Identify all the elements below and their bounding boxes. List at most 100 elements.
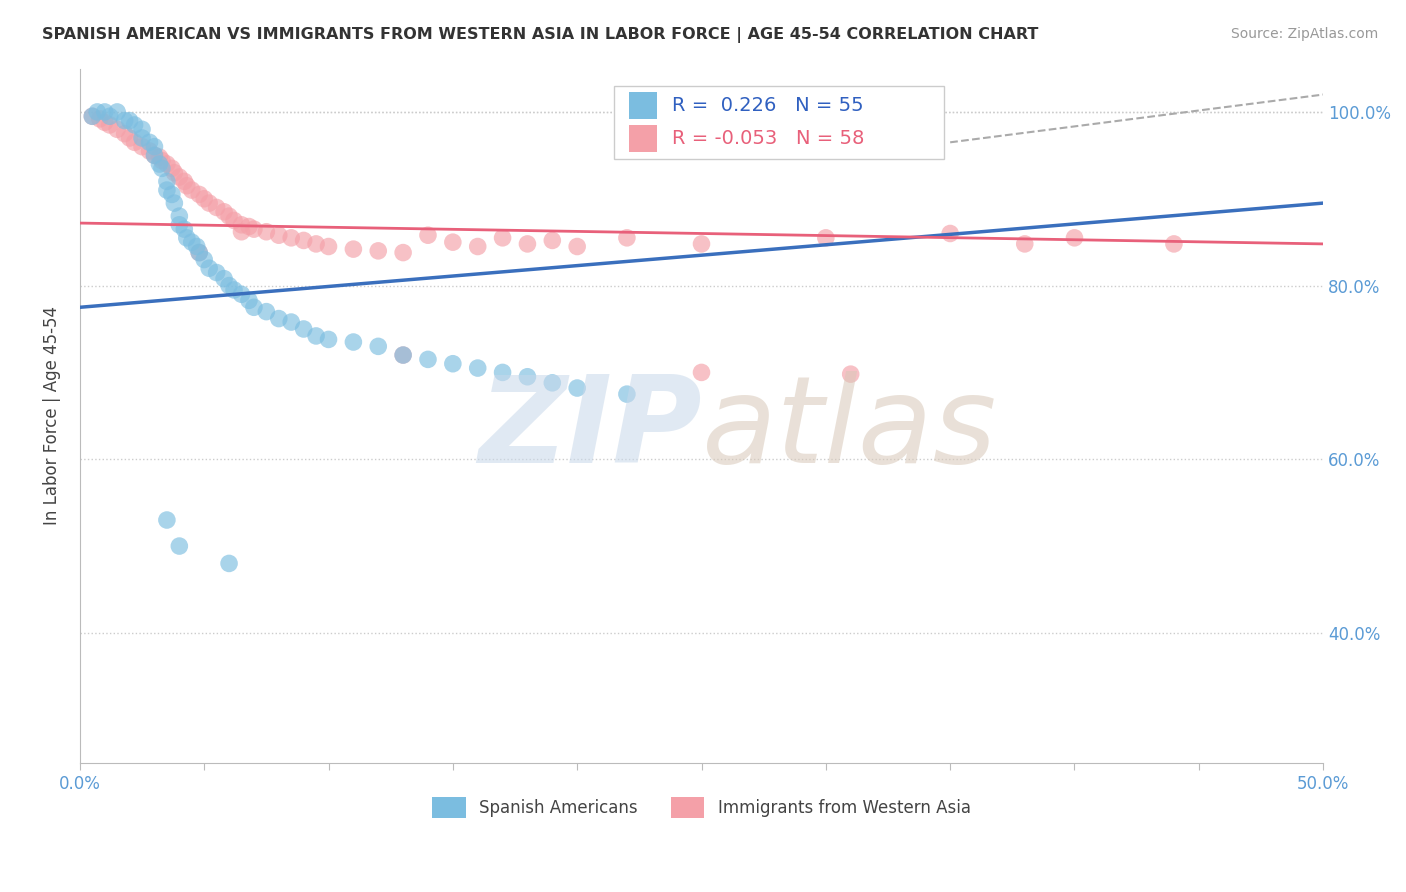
Point [342, 242, 364, 256]
Point [105, 122, 128, 136]
Point [186, 239, 208, 253]
Point [131, 122, 153, 136]
Point [180, 235, 202, 249]
Point [148, 150, 170, 164]
Point [143, 148, 166, 162]
Point [118, 131, 141, 145]
Point [690, 236, 713, 251]
Point [156, 174, 179, 188]
Point [193, 252, 215, 267]
Point [163, 196, 186, 211]
Text: R = -0.053   N = 58: R = -0.053 N = 58 [672, 129, 865, 148]
Point [156, 183, 179, 197]
Point [114, 113, 136, 128]
Point [82, 109, 104, 123]
Point [567, 381, 589, 395]
Point [198, 261, 221, 276]
Point [169, 209, 191, 223]
Point [231, 218, 253, 232]
Point [188, 245, 211, 260]
Point [467, 239, 489, 253]
Point [150, 153, 173, 168]
Point [169, 169, 191, 184]
Point [124, 136, 146, 150]
Point [93, 115, 115, 129]
Point [98, 109, 121, 123]
Point [93, 104, 115, 119]
Point [176, 178, 198, 193]
Point [150, 161, 173, 176]
Point [616, 231, 638, 245]
Point [188, 187, 211, 202]
Point [814, 231, 837, 245]
Point [163, 166, 186, 180]
Text: atlas: atlas [702, 371, 997, 488]
Point [516, 236, 538, 251]
Point [218, 557, 240, 571]
Text: R =  0.226   N = 55: R = 0.226 N = 55 [672, 95, 863, 115]
Point [1014, 236, 1036, 251]
Point [193, 192, 215, 206]
Point [367, 339, 389, 353]
Point [89, 112, 111, 126]
Point [222, 213, 245, 227]
Point [243, 300, 266, 314]
Text: Source: ZipAtlas.com: Source: ZipAtlas.com [1230, 27, 1378, 41]
Legend: Spanish Americans, Immigrants from Western Asia: Spanish Americans, Immigrants from Weste… [426, 790, 977, 824]
Point [567, 239, 589, 253]
Point [367, 244, 389, 258]
Point [280, 231, 302, 245]
Point [243, 222, 266, 236]
Point [441, 235, 464, 249]
Point [467, 361, 489, 376]
Point [173, 222, 195, 236]
Point [86, 104, 108, 119]
Point [231, 225, 253, 239]
Point [254, 225, 277, 239]
Point [342, 334, 364, 349]
Point [118, 113, 141, 128]
Text: SPANISH AMERICAN VS IMMIGRANTS FROM WESTERN ASIA IN LABOR FORCE | AGE 45-54 CORR: SPANISH AMERICAN VS IMMIGRANTS FROM WEST… [42, 27, 1039, 43]
Point [143, 148, 166, 162]
Point [839, 367, 862, 381]
Point [305, 236, 328, 251]
Point [131, 139, 153, 153]
Point [176, 231, 198, 245]
Point [491, 231, 513, 245]
Point [318, 333, 340, 347]
Point [212, 271, 235, 285]
Point [198, 196, 221, 211]
Point [541, 376, 564, 390]
Point [516, 369, 538, 384]
Point [188, 245, 211, 260]
Point [441, 357, 464, 371]
Point [205, 201, 228, 215]
Point [392, 348, 415, 362]
Point [238, 219, 260, 234]
Point [105, 104, 128, 119]
Point [392, 245, 415, 260]
Point [305, 329, 328, 343]
Y-axis label: In Labor Force | Age 45-54: In Labor Force | Age 45-54 [44, 306, 60, 525]
Point [160, 187, 183, 202]
Point [148, 157, 170, 171]
Point [82, 109, 104, 123]
Point [156, 513, 179, 527]
Point [114, 127, 136, 141]
Point [156, 157, 179, 171]
Point [541, 234, 564, 248]
Bar [630, 126, 657, 152]
Point [267, 311, 290, 326]
Point [392, 348, 415, 362]
Point [231, 287, 253, 301]
Point [138, 136, 160, 150]
Point [138, 144, 160, 158]
Point [280, 315, 302, 329]
Point [218, 209, 240, 223]
Point [212, 204, 235, 219]
FancyBboxPatch shape [614, 86, 943, 159]
Point [160, 161, 183, 176]
Point [218, 278, 240, 293]
Point [98, 118, 121, 132]
Point [180, 183, 202, 197]
